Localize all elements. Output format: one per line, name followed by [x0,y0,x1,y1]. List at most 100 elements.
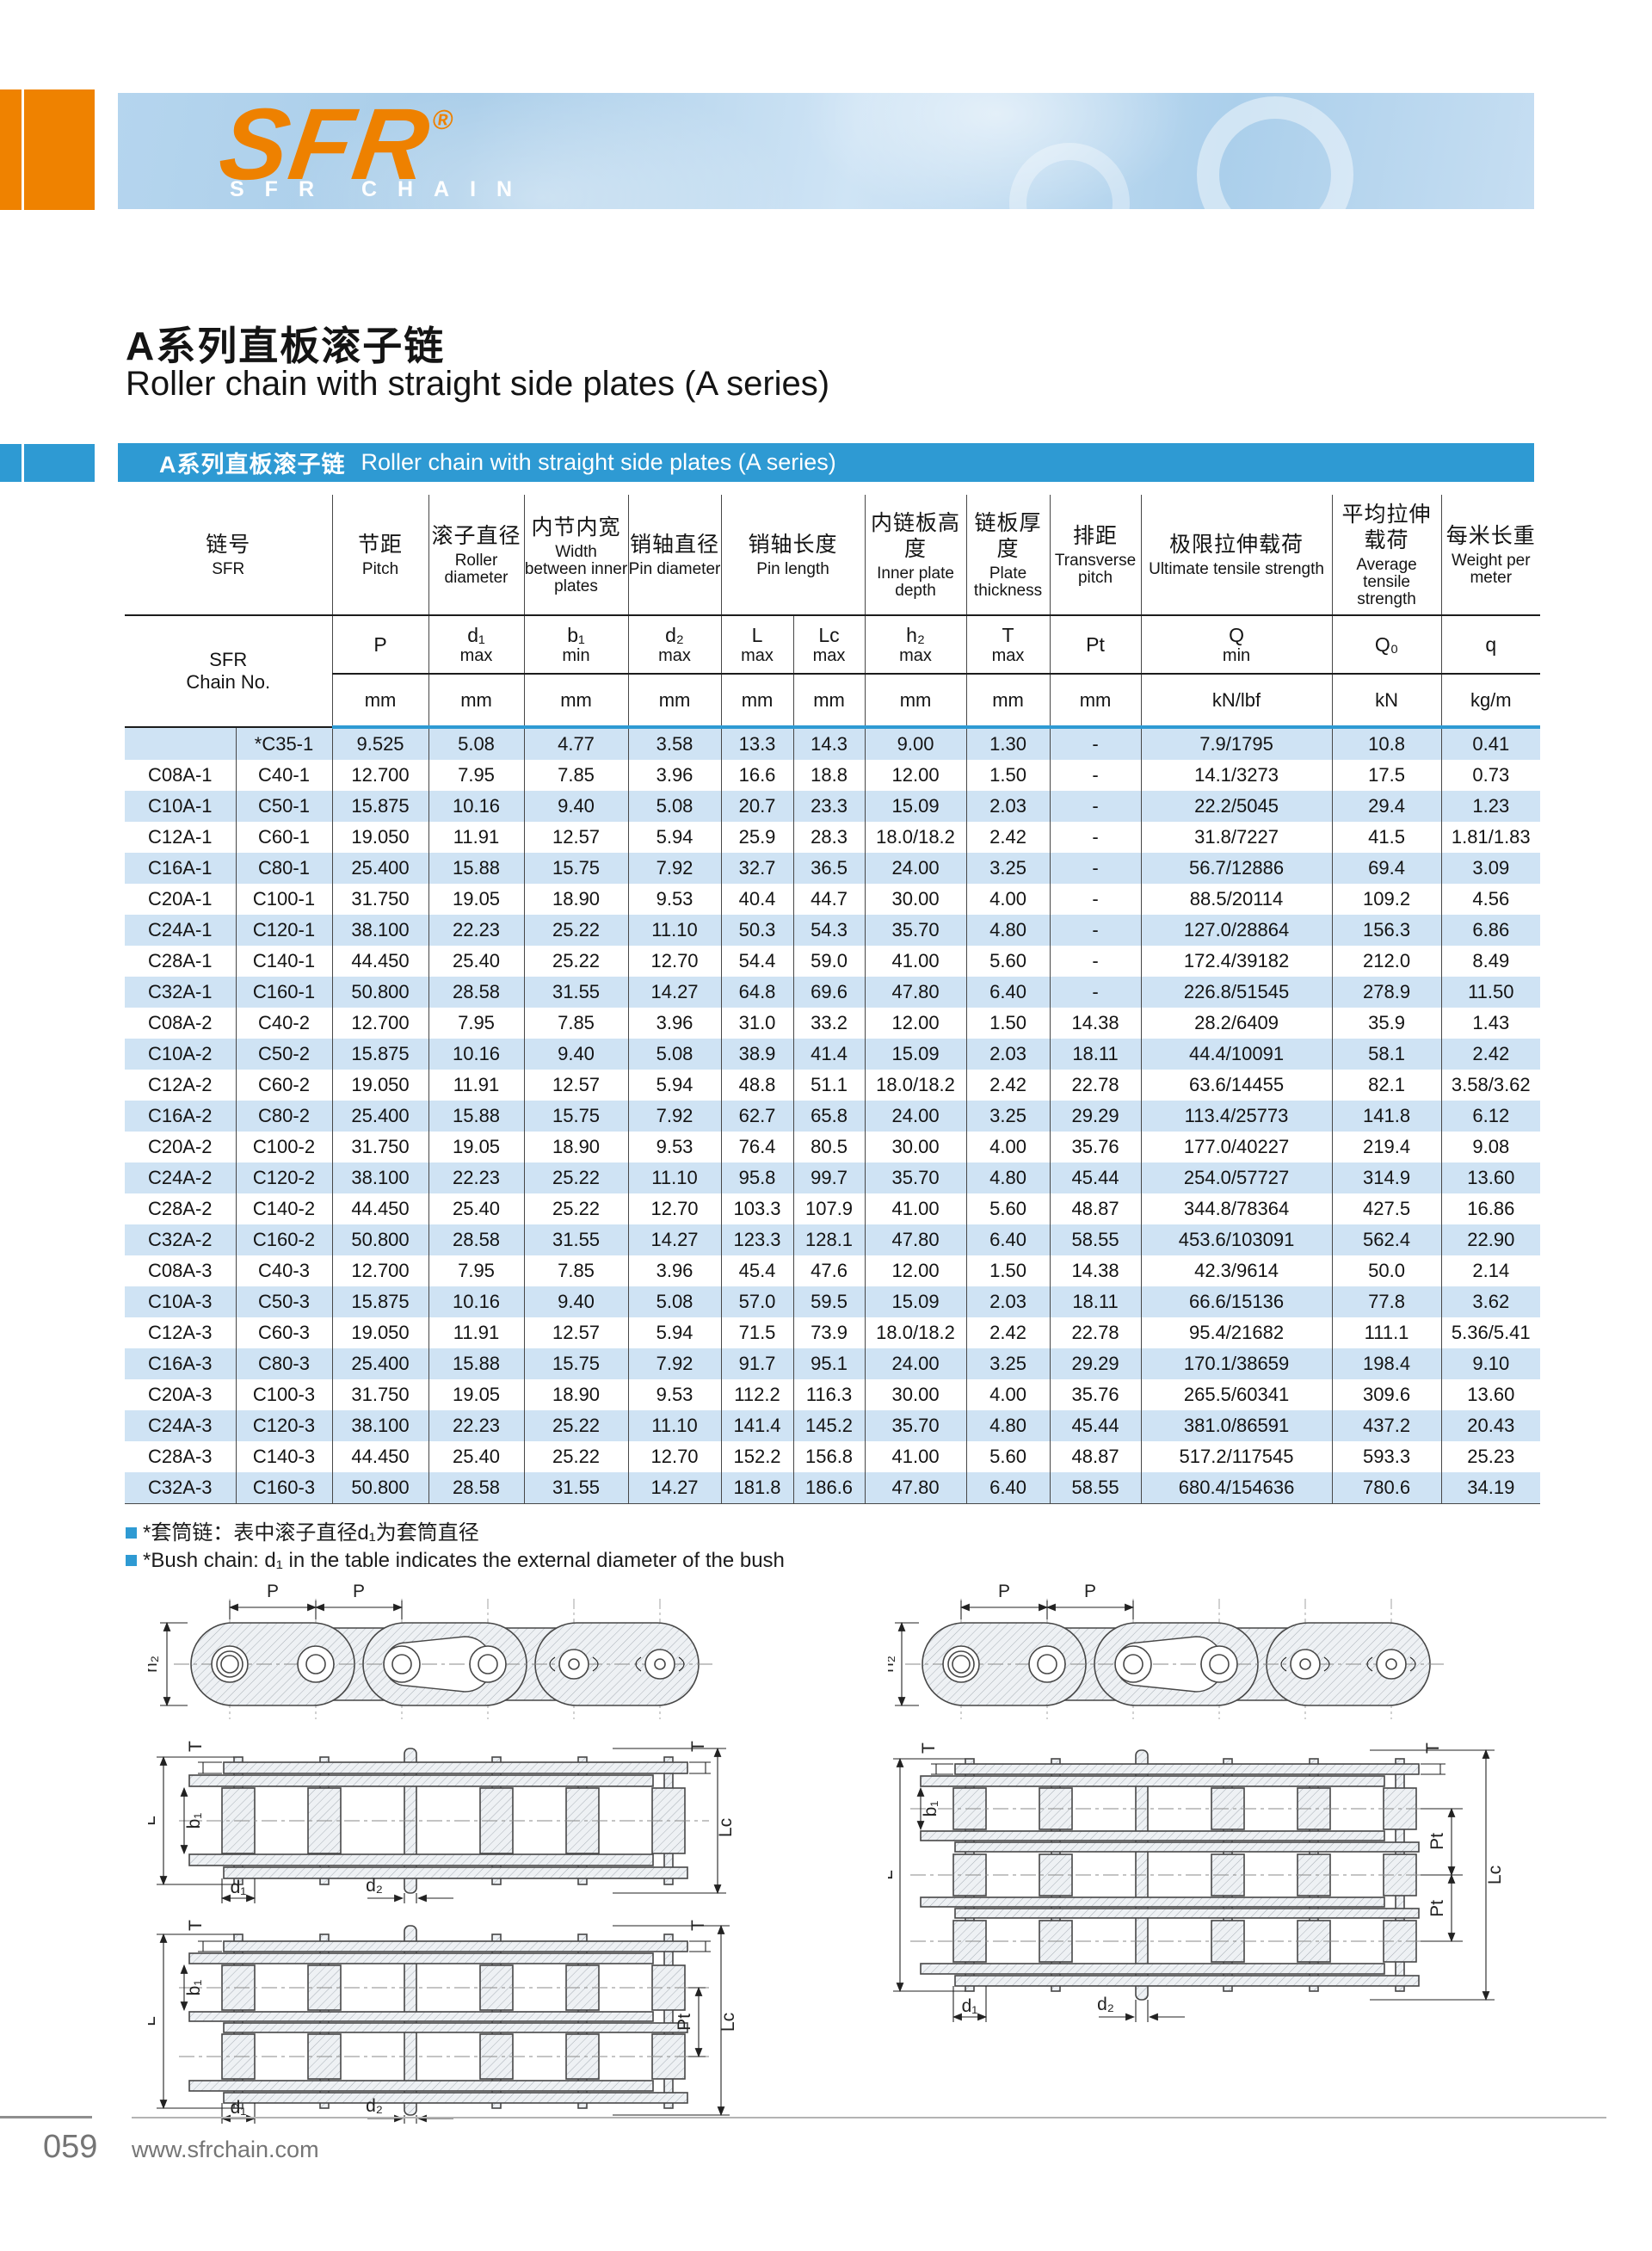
dim-label-h2: h₂ [148,1656,161,1673]
table-cell: 14.38 [1050,1255,1142,1286]
table-row: C24A-3 C120-3 38.100 22.23 25.22 11.10 141.4 14… [125,1410,1541,1441]
table-cell: 780.6 [1332,1472,1442,1504]
table-cell: 427.5 [1332,1193,1442,1224]
table-cell: 14.27 [628,1224,722,1255]
unit-transverse-pitch: mm [1050,674,1142,729]
table-cell: 7.92 [628,853,722,884]
table-cell: 45.44 [1050,1410,1142,1441]
table-cell: 31.55 [524,977,629,1008]
dim-label-l: L [148,1816,159,1826]
table-cell: 28.58 [428,1224,525,1255]
table-cell: 25.9 [721,822,794,853]
page-title-zh: A系列直板滚子链 [126,324,446,368]
table-cell: 50.800 [332,977,429,1008]
table-cell: 44.7 [793,884,866,915]
dim-label-pt: Pt [1427,1833,1447,1850]
table-cell: 24.00 [865,1348,967,1379]
edge-accent-blue-large [24,444,95,482]
dim-label-b1: b₁ [184,1813,204,1829]
table-cell: 9.00 [865,727,967,760]
table-cell: 1.30 [966,727,1051,760]
table-cell: 18.8 [793,760,866,791]
edge-accent-orange-large [24,89,95,210]
table-cell: 4.80 [966,1410,1051,1441]
table-cell: C100-3 [236,1379,333,1410]
table-cell: 18.0/18.2 [865,1070,967,1101]
table-cell: 9.53 [628,1379,722,1410]
table-cell: 15.75 [524,853,629,884]
table-cell: 9.40 [524,791,629,822]
registered-mark-icon: ® [430,104,456,135]
table-cell: 44.450 [332,1193,429,1224]
dim-label-d1: d₁ [231,1878,247,1897]
col-header-plate-thickness: 链板厚度 Plate thickness [966,495,1051,616]
table-cell: 12.57 [524,822,629,853]
table-cell: 12.70 [628,946,722,977]
table-cell: C16A-1 [125,853,237,884]
dim-label-p: P [1084,1582,1096,1601]
table-cell: 5.08 [428,727,525,760]
chain-spec-table: 链号 SFR 节距 Pitch 滚子直径 Roller diameter 内节内宽 Wi… [125,495,1541,1504]
table-cell: 212.0 [1332,946,1442,977]
table-cell: 15.88 [428,1348,525,1379]
table-cell: 4.56 [1472,888,1510,910]
table-cell: 25.22 [524,946,629,977]
table-cell: - [1050,791,1142,822]
table-cell: 12.00 [865,1008,967,1039]
table-cell: 10.16 [428,791,525,822]
table-cell: C24A-2 [125,1163,237,1193]
table-cell: 58.55 [1050,1472,1142,1504]
footer-rule-main [132,2117,1606,2118]
table-row: C28A-1 C140-1 44.450 25.40 25.22 12.70 54.4 59.… [125,946,1540,977]
chain-table-body: *C35-1 9.525 5.08 4.77 3.58 13.3 14.3 9.00 1.30-… [125,727,1541,1504]
table-cell: 15.88 [428,1101,525,1132]
col-header-chain-no: 链号 SFR [125,495,333,616]
table-cell: C40-1 [236,760,333,791]
table-cell: 54.3 [793,915,866,946]
table-cell: 4.77 [524,727,629,760]
table-cell: 254.0/57727 [1141,1163,1333,1193]
table-cell: 6.40 [966,1472,1051,1504]
table-cell: 73.9 [793,1317,866,1348]
table-row: C10A-3 C50-3 15.875 10.16 9.40 5.08 57.0 59.5 15… [125,1286,1541,1317]
table-cell: 34.19 [1441,1472,1541,1504]
table-cell: 3.25 [966,1101,1051,1132]
table-cell: 11.10 [628,1163,722,1193]
table-cell: 14.1/3273 [1141,760,1333,791]
table-cell: 18.0/18.2 [865,1317,967,1348]
table-cell: C20A-3 [125,1379,237,1410]
table-cell: 19.050 [332,1317,429,1348]
table-cell: C140-1 [236,946,333,977]
table-cell: 18.0/18.2 [865,822,967,853]
unit-roller: mm [428,674,525,729]
section-bar-title-en: Roller chain with straight side plates (… [361,449,836,475]
table-cell [125,727,237,760]
table-cell: 5.94 [628,1317,722,1348]
table-cell: C50-3 [236,1286,333,1317]
table-cell: 12.00 [865,760,967,791]
table-cell: C100-1 [236,884,333,915]
table-cell: *C35-1 [236,727,333,760]
table-cell: 13.60 [1467,1384,1515,1405]
table-cell: 82.1 [1332,1070,1442,1101]
table-cell: 2.14 [1472,1260,1510,1281]
table-cell: 112.2 [721,1379,794,1410]
table-cell: C120-3 [236,1410,333,1441]
table-cell: C08A-3 [125,1255,237,1286]
table-cell: 56.7/12886 [1141,853,1333,884]
table-cell: 9.08 [1472,1136,1510,1157]
table-cell: 50.800 [332,1224,429,1255]
table-cell: 9.53 [628,884,722,915]
table-cell: C24A-1 [125,915,237,946]
table-cell: 1.81/1.83 [1451,826,1531,848]
table-cell: 22.2/5045 [1141,791,1333,822]
table-cell: 5.94 [628,1070,722,1101]
table-cell: 69.4 [1332,853,1442,884]
table-cell: 25.400 [332,1348,429,1379]
table-cell: 2.03 [966,791,1051,822]
table-cell: 2.42 [966,1070,1051,1101]
footnote-en-text: *Bush chain: d₁ in the table indicates t… [143,1549,785,1572]
table-cell: C160-1 [236,977,333,1008]
table-cell: 28.3 [793,822,866,853]
table-cell: 6.40 [966,977,1051,1008]
